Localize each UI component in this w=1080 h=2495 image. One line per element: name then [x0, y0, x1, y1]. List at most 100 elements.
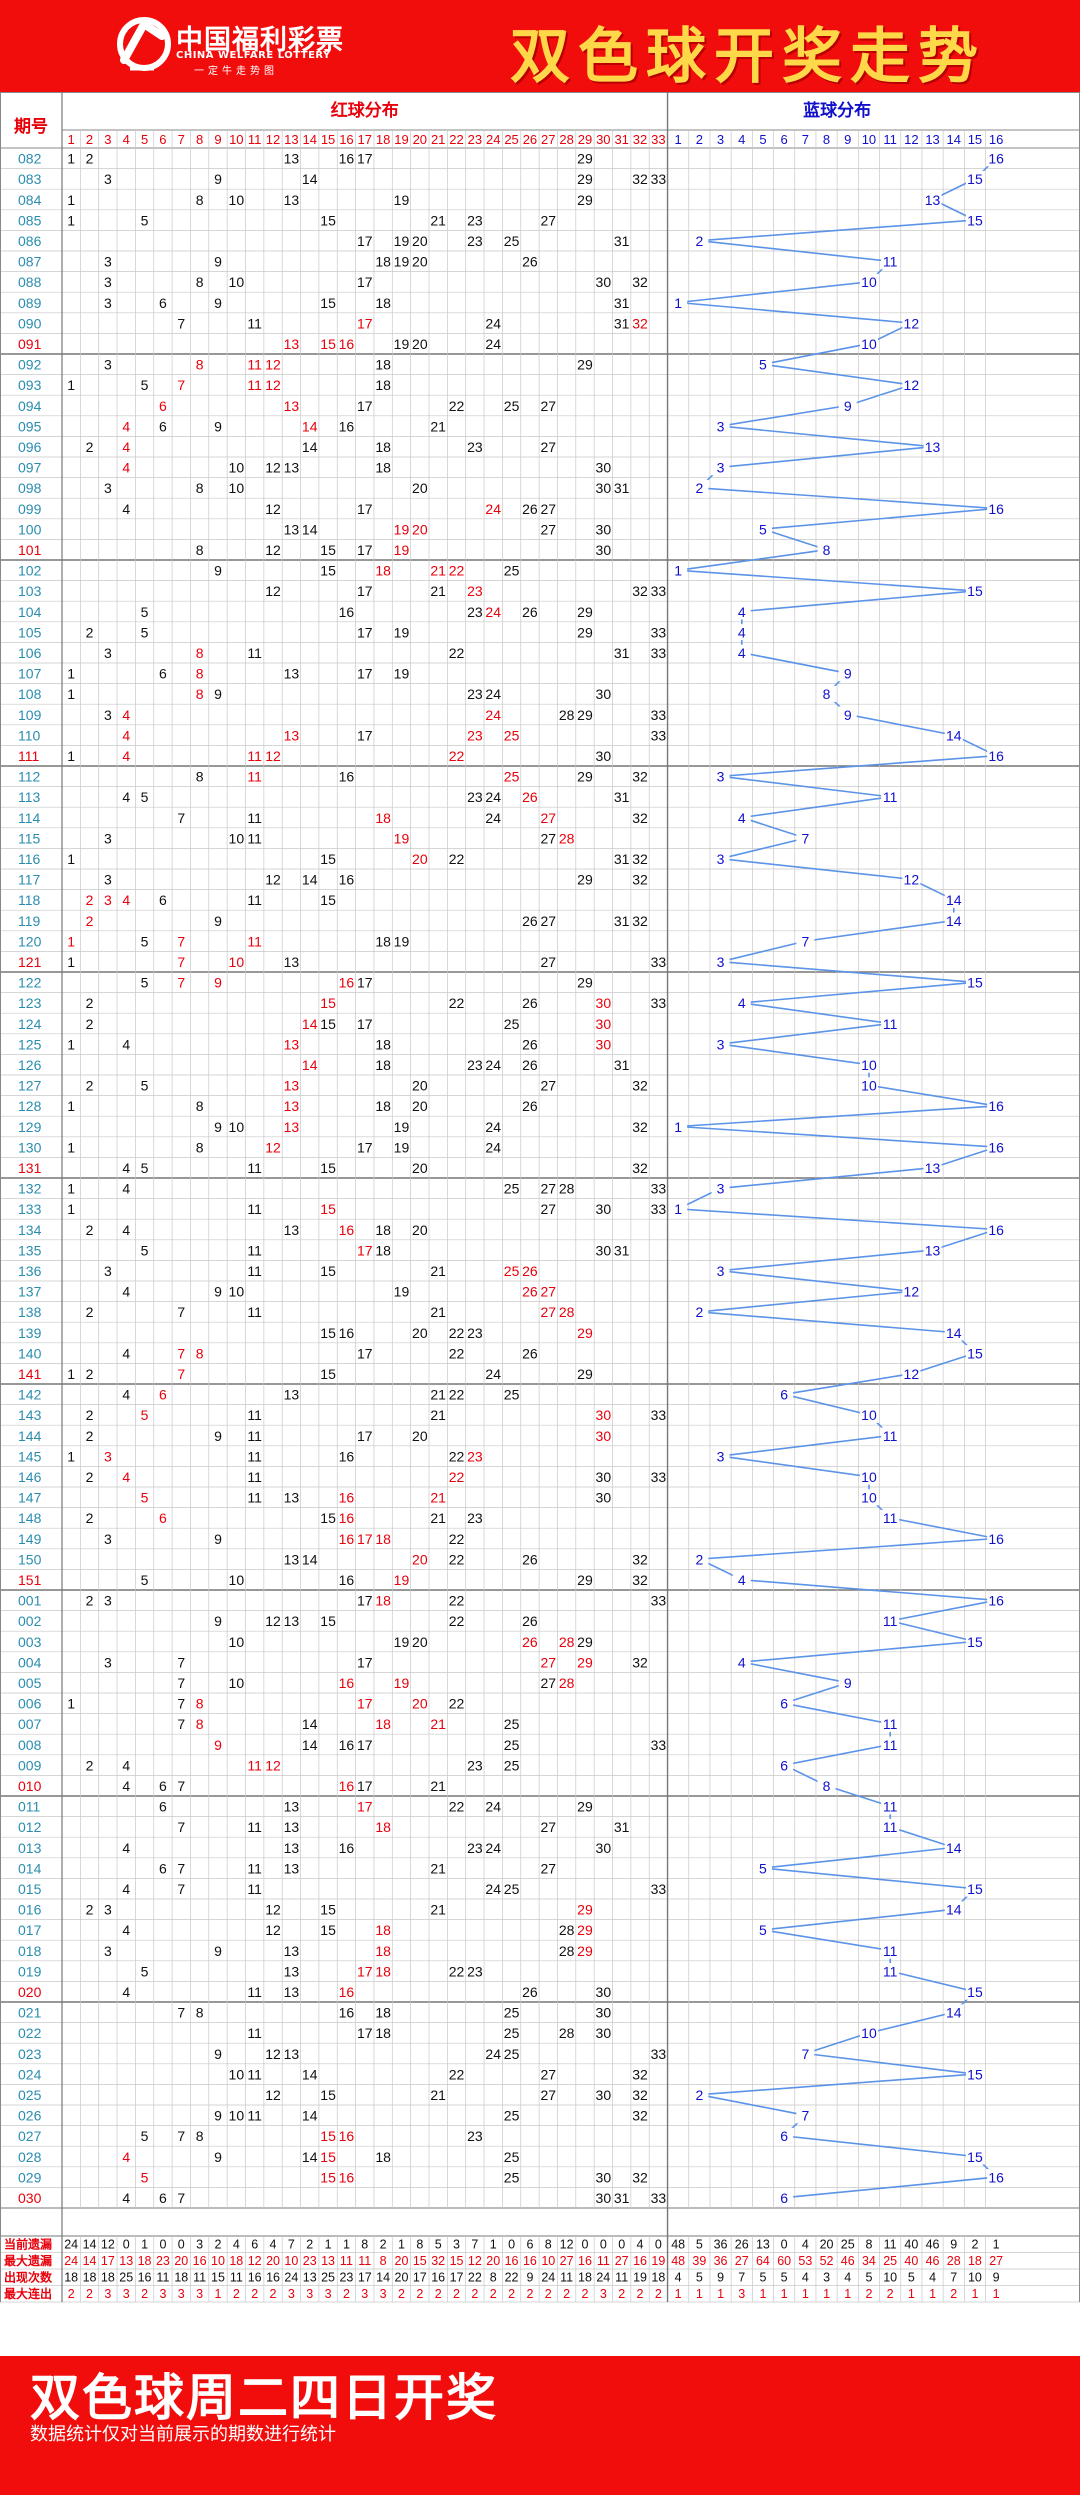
- red-ball-number: 22: [449, 748, 465, 764]
- red-ball-number: 26: [522, 995, 538, 1011]
- red-ball-number: 32: [632, 2169, 648, 2185]
- blue-ball-bg: [902, 376, 921, 393]
- blue-ball-number: 10: [861, 2025, 877, 2041]
- blue-ball-number: 13: [925, 1242, 941, 1258]
- period-label: 008: [18, 1737, 42, 1753]
- red-ball-number: 32: [632, 810, 648, 826]
- red-ball-number: 13: [284, 1860, 300, 1876]
- blue-ball-bg: [817, 541, 836, 558]
- red-ball-number: 24: [485, 707, 501, 723]
- red-ball-number: 20: [412, 1078, 428, 1094]
- red-ball-number: 2: [86, 439, 94, 455]
- red-ball-number: 27: [540, 1284, 556, 1300]
- blue-ball-bg: [669, 562, 688, 579]
- blue-stat-value: 2: [971, 2238, 978, 2252]
- red-column-number: 31: [614, 132, 628, 147]
- red-ball-number: 31: [614, 233, 630, 249]
- period-label: 082: [18, 151, 42, 167]
- red-ball-number: 27: [540, 1819, 556, 1835]
- red-ball-number: 12: [265, 1922, 281, 1938]
- red-ball-number: 22: [449, 1696, 465, 1712]
- red-ball-number: 16: [339, 2005, 355, 2021]
- red-ball-number: 31: [614, 1242, 630, 1258]
- period-label: 001: [18, 1593, 42, 1609]
- red-stat-value: 2: [618, 2287, 625, 2301]
- red-ball-number: 18: [375, 377, 391, 393]
- red-ball-number: 11: [247, 1860, 262, 1876]
- red-ball-number: 24: [485, 1139, 501, 1155]
- period-label: 120: [18, 933, 42, 949]
- blue-ball-bg: [902, 1283, 921, 1300]
- blue-stat-value: 7: [950, 2271, 957, 2285]
- red-ball-number: 16: [339, 418, 355, 434]
- blue-ball-number: 9: [844, 707, 852, 723]
- red-stat-value: 2: [380, 2238, 387, 2252]
- red-stat-value: 16: [633, 2254, 647, 2268]
- blue-column-number: 9: [844, 132, 851, 147]
- red-ball-number: 29: [577, 872, 593, 888]
- blue-ball-bg: [987, 1139, 1006, 1156]
- red-ball-number: 18: [375, 2149, 391, 2165]
- red-ball-number: 16: [339, 1510, 355, 1526]
- blue-ball-bg: [987, 500, 1006, 517]
- blue-ball-number: 12: [904, 377, 920, 393]
- red-ball-number: 21: [430, 1490, 446, 1506]
- red-ball-number: 4: [122, 1881, 130, 1897]
- red-column-number: 6: [159, 132, 166, 147]
- blue-ball-number: 14: [946, 1902, 962, 1918]
- red-ball-number: 13: [284, 1943, 300, 1959]
- red-ball-number: 21: [430, 1263, 446, 1279]
- red-stat-value: 3: [325, 2287, 332, 2301]
- red-stat-value: 2: [306, 2238, 313, 2252]
- red-stat-value: 2: [563, 2287, 570, 2301]
- red-ball-number: 12: [265, 2046, 281, 2062]
- red-ball-number: 18: [375, 810, 391, 826]
- red-stat-value: 20: [395, 2271, 409, 2285]
- red-ball-number: 9: [214, 171, 222, 187]
- red-ball-number: 12: [265, 377, 281, 393]
- red-stat-value: 19: [651, 2254, 665, 2268]
- red-column-number: 12: [266, 132, 280, 147]
- red-ball-number: 12: [265, 357, 281, 373]
- blue-ball-number: 9: [844, 666, 852, 682]
- red-ball-number: 5: [141, 1407, 149, 1423]
- red-ball-number: 23: [467, 727, 483, 743]
- red-ball-number: 11: [247, 315, 262, 331]
- red-ball-number: 14: [302, 2066, 318, 2082]
- blue-trend-line: [675, 157, 1000, 2199]
- red-ball-number: 33: [651, 1469, 667, 1485]
- blue-ball-bg: [944, 2004, 963, 2021]
- red-ball-number: 4: [122, 1345, 130, 1361]
- red-ball-number: 18: [375, 1963, 391, 1979]
- period-label: 148: [18, 1510, 42, 1526]
- red-ball-number: 17: [357, 1531, 373, 1547]
- red-ball-number: 15: [320, 1016, 336, 1032]
- red-ball-number: 10: [229, 192, 245, 208]
- red-ball-number: 2: [86, 892, 94, 908]
- red-stat-value: 2: [545, 2287, 552, 2301]
- red-ball-number: 11: [247, 933, 262, 949]
- blue-ball-bg: [732, 644, 751, 661]
- blue-ball-number: 8: [823, 1778, 831, 1794]
- red-ball-number: 9: [214, 1284, 222, 1300]
- red-ball-number: 21: [430, 418, 446, 434]
- red-ball-number: 17: [357, 1345, 373, 1361]
- red-ball-number: 11: [247, 1242, 262, 1258]
- red-ball-number: 17: [357, 1654, 373, 1670]
- red-ball-number: 32: [632, 171, 648, 187]
- red-stat-value: 10: [211, 2254, 225, 2268]
- red-stat-value: 11: [560, 2271, 573, 2285]
- red-ball-number: 7: [177, 2190, 185, 2206]
- red-ball-number: 20: [412, 1098, 428, 1114]
- blue-ball-bg: [732, 1654, 751, 1671]
- red-ball-number: 13: [284, 666, 300, 682]
- red-ball-number: 9: [214, 254, 222, 270]
- period-label: 028: [18, 2149, 42, 2165]
- red-ball-number: 4: [122, 1222, 130, 1238]
- red-ball-number: 22: [449, 1325, 465, 1341]
- blue-column-number: 8: [823, 132, 830, 147]
- red-ball-number: 30: [596, 2169, 612, 2185]
- red-stat-value: 24: [64, 2238, 78, 2252]
- blue-ball-number: 10: [861, 336, 877, 352]
- period-label: 016: [18, 1902, 42, 1918]
